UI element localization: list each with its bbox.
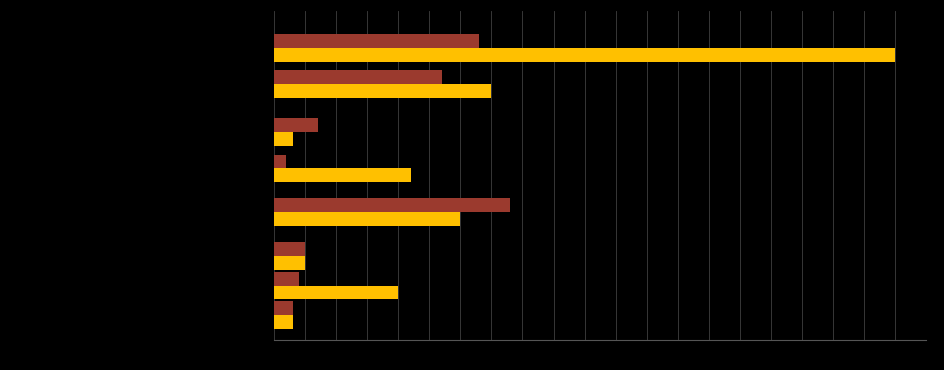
Bar [274, 84, 491, 98]
Bar [274, 168, 411, 182]
Bar [274, 212, 460, 226]
Bar [274, 34, 479, 48]
Bar [274, 286, 397, 299]
Bar [274, 70, 441, 84]
Bar [274, 301, 293, 315]
Bar [274, 272, 298, 286]
Bar [274, 315, 293, 329]
Bar [274, 256, 305, 270]
Bar [274, 155, 286, 168]
Bar [274, 132, 293, 146]
Bar [274, 118, 317, 132]
Bar [274, 48, 894, 61]
Bar [274, 242, 305, 256]
Bar [274, 198, 510, 212]
